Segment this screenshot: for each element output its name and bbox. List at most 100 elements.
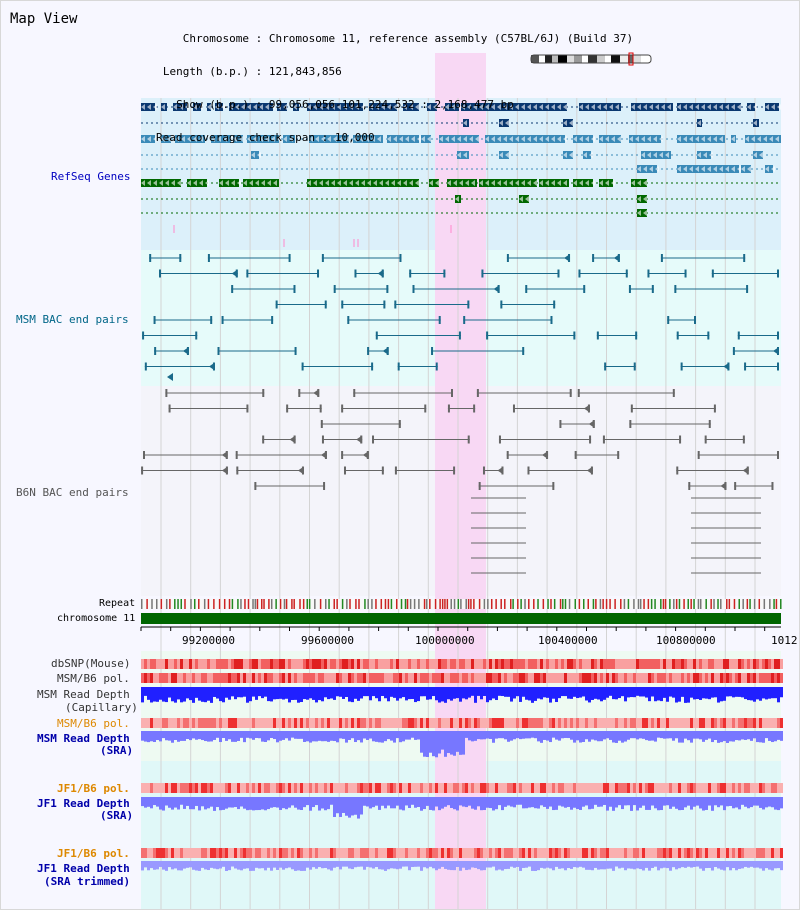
bac-end (625, 269, 628, 278)
depth-bar (609, 731, 612, 740)
heatmap-cell (480, 659, 483, 669)
depth-bar (528, 861, 531, 867)
depth-bar (345, 861, 348, 867)
gene-arrow (451, 104, 455, 110)
heatmap-cell (351, 718, 354, 728)
depth-bar (486, 797, 489, 808)
chromosome-info-header: Chromosome : Chromosome 11, reference as… (149, 11, 633, 165)
gene-arrow (641, 136, 645, 142)
depth-bar (399, 687, 402, 699)
depth-bar (189, 797, 192, 810)
repeat-mark (336, 599, 338, 609)
track-label-b6n-bac[interactable]: B6N BAC end pairs (16, 486, 129, 499)
depth-bar (480, 687, 483, 700)
gene-arrow (367, 180, 371, 186)
depth-bar (726, 861, 729, 868)
heatmap-cell (777, 783, 780, 793)
heatmap-cell (771, 659, 774, 669)
depth-bar (633, 687, 636, 698)
repeat-mark (247, 599, 250, 609)
gene-arrow (641, 152, 645, 158)
depth-bar (771, 687, 774, 699)
heatmap-cell (522, 673, 525, 683)
depth-bar (534, 731, 537, 739)
gene-arrow (327, 136, 331, 142)
repeat-mark (213, 599, 215, 609)
heatmap-cell (552, 783, 555, 793)
depth-bar (177, 861, 180, 871)
heatmap-cell (675, 659, 678, 669)
bac-end-arrow (362, 451, 369, 459)
bac-end (453, 466, 456, 475)
bac-end (321, 254, 324, 262)
heatmap-cell (780, 659, 783, 669)
heatmap-cell (327, 718, 330, 728)
heatmap-cell (357, 718, 360, 728)
depth-bar (324, 861, 327, 868)
heatmap-cell (390, 659, 393, 669)
depth-bar (264, 687, 267, 697)
depth-bar (627, 687, 630, 698)
gene-arrow (591, 136, 595, 142)
heatmap-cell (696, 659, 699, 669)
depth-bar (222, 687, 225, 703)
depth-bar (447, 687, 450, 700)
heatmap-cell (288, 783, 291, 793)
repeat-mark (218, 599, 221, 609)
depth-bar (417, 797, 420, 807)
gene-arrow (605, 180, 609, 186)
heatmap-cell (429, 673, 432, 683)
heatmap-cell (696, 783, 699, 793)
depth-bar (684, 797, 687, 808)
depth-bar (480, 797, 483, 811)
depth-bar (735, 797, 738, 808)
gene-arrow (421, 136, 425, 142)
repeat-mark (478, 599, 481, 609)
depth-bar (675, 731, 678, 739)
heatmap-cell (708, 718, 711, 728)
depth-bar (747, 797, 750, 809)
heatmap-cell (516, 718, 519, 728)
heatmap-cell (501, 673, 504, 683)
heatmap-cell (333, 659, 336, 669)
depth-bar (732, 797, 735, 809)
heatmap-cell (639, 659, 642, 669)
depth-bar (291, 687, 294, 700)
heatmap-cell (468, 718, 471, 728)
depth-bar (702, 797, 705, 811)
depth-bar (168, 731, 171, 741)
depth-bar (321, 797, 324, 809)
depth-bar (711, 731, 714, 743)
track-label-msm-bac[interactable]: MSM BAC end pairs (16, 313, 129, 326)
depth-bar (246, 731, 249, 738)
heatmap-cell (552, 659, 555, 669)
depth-bar (195, 731, 198, 740)
heatmap-cell (441, 848, 444, 858)
heatmap-cell (183, 673, 186, 683)
heatmap-cell (318, 783, 321, 793)
gene-arrow (435, 180, 439, 186)
heatmap-cell (255, 783, 258, 793)
gene-arrow (167, 136, 171, 142)
repeat-mark (413, 599, 416, 609)
heatmap-cell (528, 783, 531, 793)
heatmap-cell (444, 673, 447, 683)
heatmap-cell (213, 718, 216, 728)
gene-arrow (505, 152, 509, 158)
depth-bar (597, 731, 600, 742)
depth-bar (336, 861, 339, 867)
heatmap-cell (402, 659, 405, 669)
gene-arrow (259, 104, 263, 110)
depth-bar (168, 861, 171, 868)
gene-arrow (643, 166, 647, 172)
depth-bar (741, 731, 744, 740)
heatmap-cell (558, 783, 561, 793)
depth-bar (501, 797, 504, 811)
depth-bar (315, 797, 318, 806)
track-label-refseq[interactable]: RefSeq Genes (51, 170, 131, 183)
heatmap-cell (540, 659, 543, 669)
depth-bar (477, 861, 480, 870)
depth-bar (489, 687, 492, 701)
depth-bar (549, 731, 552, 743)
